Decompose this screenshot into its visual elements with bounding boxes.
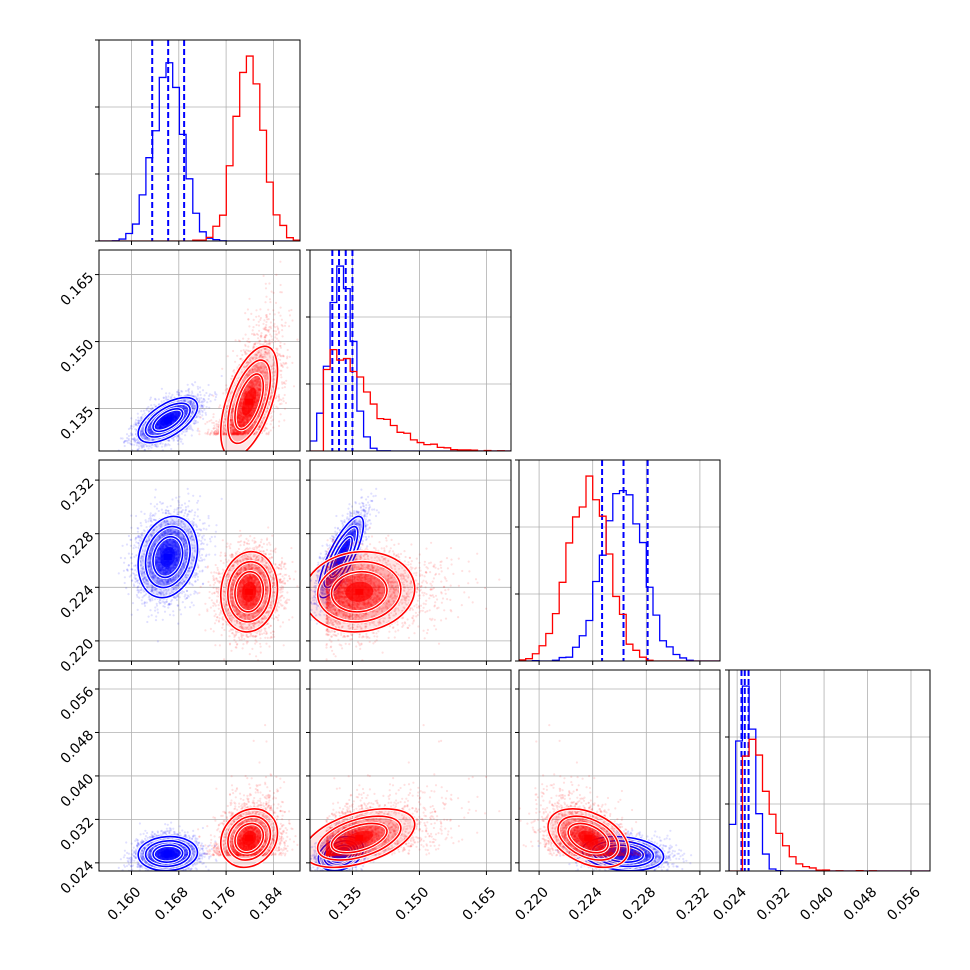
y-tick-label-3-2: 0.040	[58, 771, 98, 811]
x-tick-label-0-0: 0.160	[105, 884, 145, 924]
blue-contour-1-0-2	[152, 408, 184, 433]
red-contour-3-1-2	[330, 822, 388, 854]
blue-peak-1-0	[163, 417, 172, 424]
blue-histogram-2	[519, 489, 720, 661]
x-tick-label-0-3: 0.184	[247, 884, 287, 924]
hist-panel-2	[515, 459, 721, 665]
red-contour-2-0-0	[219, 550, 279, 633]
blue-contour-2-1-2	[328, 535, 353, 579]
blue-contour-3-0-2	[152, 844, 184, 863]
blue-contour-3-0-1	[144, 840, 191, 868]
red-peak-3-1	[355, 835, 364, 842]
red-contour-3-0-2	[234, 822, 265, 854]
y-tick-label-2-2: 0.228	[58, 529, 98, 569]
x-tick-label-3-0: 0.024	[710, 884, 750, 924]
red-contour-3-1-0	[310, 808, 416, 869]
x-tick-label-2-3: 0.232	[673, 884, 713, 924]
y-tick-label-1-0: 0.135	[58, 404, 98, 444]
x-tick-label-3-1: 0.032	[754, 884, 794, 924]
y-tick-label-3-0: 0.024	[58, 858, 98, 898]
x-tick-label-0-1: 0.168	[152, 884, 192, 924]
x-tick-label-1-1: 0.150	[393, 884, 433, 924]
red-contour-2-0-1	[227, 560, 272, 623]
red-contour-3-2-2	[567, 822, 610, 854]
y-tick-label-2-1: 0.224	[58, 582, 98, 622]
x-tick-label-3-2: 0.040	[797, 884, 837, 924]
y-tick-label-3-4: 0.056	[58, 684, 98, 724]
red-contour-2-1-1	[316, 560, 402, 623]
scatter-panel-3-2	[515, 669, 721, 875]
red-contour-1-0-1	[227, 359, 272, 445]
hist-panel-1	[306, 249, 512, 455]
red-histogram-2	[519, 475, 720, 661]
y-tick-label-2-3: 0.232	[58, 475, 98, 515]
blue-contour-2-0-1	[144, 525, 191, 589]
red-peak-3-0	[245, 835, 254, 842]
y-tick-label-1-1: 0.150	[58, 337, 98, 377]
x-tick-label-3-3: 0.048	[841, 884, 881, 924]
red-contour-2-0-2	[234, 570, 265, 613]
scatter-panel-2-1	[306, 459, 512, 665]
x-tick-label-0-2: 0.176	[199, 884, 239, 924]
red-contour-2-1-0	[310, 550, 416, 633]
x-tick-label-3-4: 0.056	[884, 884, 924, 924]
blue-peak-3-2	[618, 850, 627, 857]
blue-contour-2-1-1	[323, 525, 359, 589]
red-contour-3-0-1	[227, 815, 272, 861]
x-tick-label-2-1: 0.224	[566, 884, 606, 924]
red-peak-1-0	[245, 398, 254, 405]
red-contour-2-1-2	[330, 570, 388, 613]
x-tick-label-2-0: 0.220	[512, 884, 552, 924]
red-contour-3-2-1	[557, 815, 620, 861]
hist-panel-3	[725, 669, 931, 875]
blue-peak-3-0	[163, 850, 172, 857]
red-contour-1-0-0	[219, 345, 279, 451]
red-histogram-0	[99, 55, 300, 241]
hist-panel-0	[95, 39, 301, 245]
blue-contour-1-0-1	[144, 402, 191, 438]
blue-histogram-0	[99, 62, 300, 241]
red-contour-3-1-1	[316, 815, 402, 861]
scatter-panel-3-1	[306, 669, 512, 875]
x-tick-label-2-2: 0.228	[620, 884, 660, 924]
y-tick-label-1-2: 0.165	[58, 270, 98, 310]
blue-contour-2-0-0	[137, 515, 199, 599]
y-tick-label-3-1: 0.032	[58, 814, 98, 854]
blue-contour-1-0-0	[137, 396, 199, 444]
red-peak-2-0	[245, 588, 254, 595]
red-contour-3-2-0	[547, 808, 630, 869]
blue-contour-3-1-1	[323, 840, 359, 868]
x-tick-label-1-0: 0.135	[326, 884, 366, 924]
blue-peak-2-0	[163, 554, 172, 561]
red-contour-3-0-0	[219, 808, 279, 869]
x-tick-label-1-2: 0.165	[460, 884, 500, 924]
red-contour-1-0-2	[234, 373, 265, 431]
scatter-panel-3-0	[95, 669, 301, 875]
scatter-panel-1-0	[95, 249, 301, 455]
scatter-panel-2-0	[95, 459, 301, 665]
blue-contour-2-0-2	[152, 535, 184, 579]
red-peak-2-1	[355, 588, 364, 595]
red-peak-3-2	[584, 835, 593, 842]
y-tick-label-3-3: 0.048	[58, 727, 98, 767]
y-tick-label-2-0: 0.220	[58, 636, 98, 676]
blue-peak-2-1	[336, 554, 345, 561]
